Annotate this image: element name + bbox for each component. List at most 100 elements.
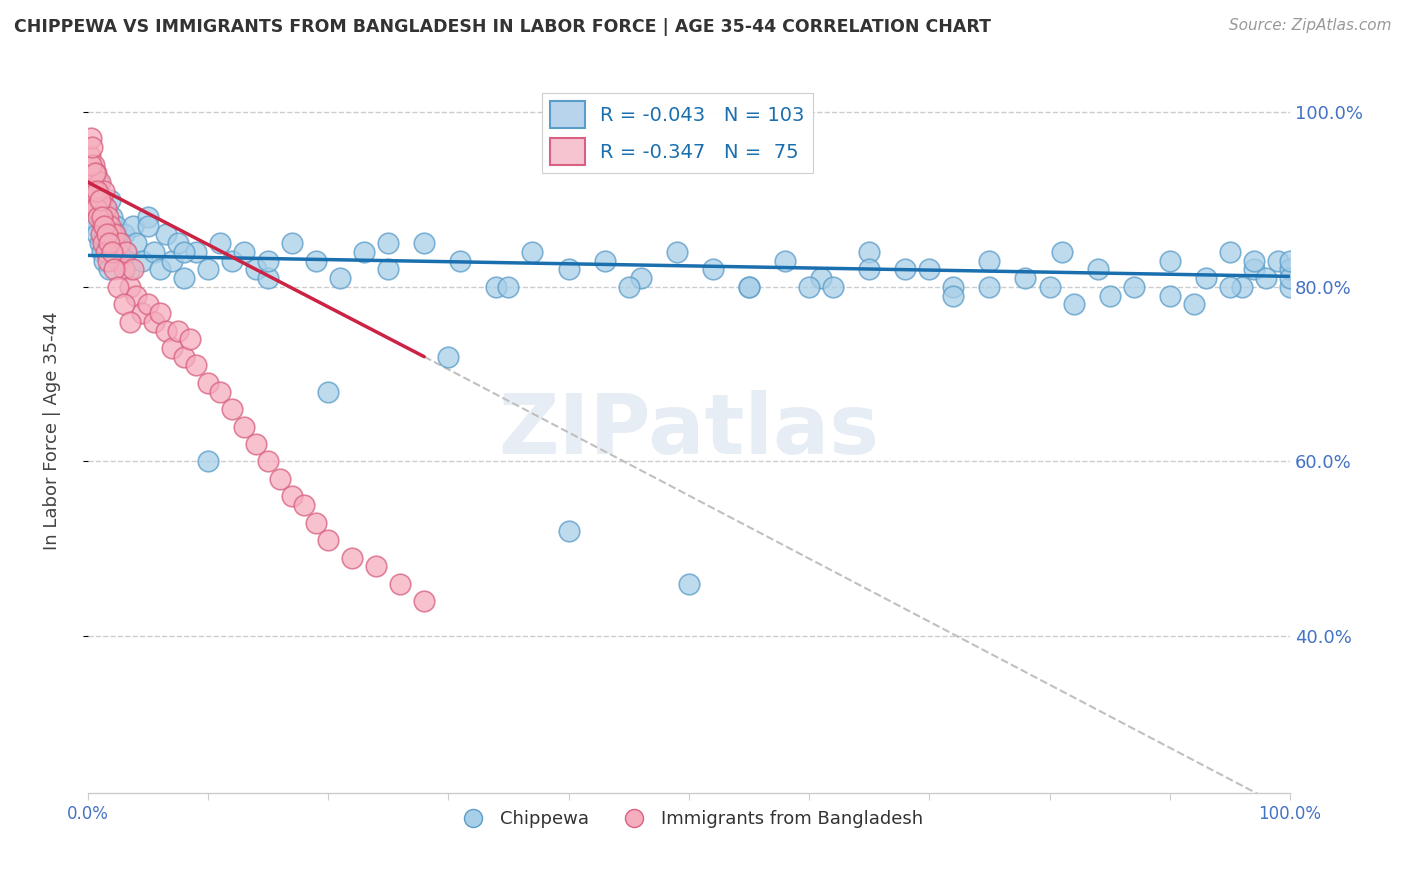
- Point: [136, 219, 159, 233]
- Point: [979, 253, 1001, 268]
- Point: [197, 376, 219, 390]
- Point: [166, 236, 188, 251]
- Point: [678, 576, 700, 591]
- Point: [97, 227, 120, 242]
- Point: [702, 262, 724, 277]
- Point: [173, 271, 195, 285]
- Point: [773, 253, 796, 268]
- Point: [103, 236, 125, 251]
- Point: [1038, 280, 1060, 294]
- Point: [84, 166, 107, 180]
- Point: [80, 158, 103, 172]
- Point: [630, 271, 652, 285]
- Point: [1279, 262, 1302, 277]
- Point: [104, 227, 127, 242]
- Point: [101, 244, 124, 259]
- Point: [124, 236, 146, 251]
- Point: [232, 419, 254, 434]
- Point: [83, 193, 105, 207]
- Point: [160, 341, 183, 355]
- Point: [232, 244, 254, 259]
- Point: [858, 244, 880, 259]
- Point: [942, 288, 965, 302]
- Point: [942, 280, 965, 294]
- Point: [894, 262, 917, 277]
- Point: [97, 210, 120, 224]
- Point: [197, 454, 219, 468]
- Point: [353, 244, 375, 259]
- Point: [82, 175, 104, 189]
- Point: [83, 184, 105, 198]
- Point: [98, 262, 121, 277]
- Point: [82, 140, 104, 154]
- Point: [269, 472, 291, 486]
- Point: [87, 210, 110, 224]
- Point: [82, 210, 104, 224]
- Point: [84, 201, 107, 215]
- Point: [1279, 271, 1302, 285]
- Point: [823, 280, 845, 294]
- Point: [797, 280, 820, 294]
- Point: [617, 280, 640, 294]
- Point: [124, 288, 146, 302]
- Point: [366, 559, 388, 574]
- Point: [118, 262, 141, 277]
- Point: [94, 201, 117, 215]
- Point: [1254, 271, 1277, 285]
- Point: [498, 280, 520, 294]
- Point: [93, 253, 115, 268]
- Point: [98, 219, 121, 233]
- Point: [107, 253, 129, 268]
- Point: [184, 244, 207, 259]
- Point: [91, 244, 114, 259]
- Point: [149, 262, 172, 277]
- Point: [179, 332, 201, 346]
- Point: [142, 244, 165, 259]
- Point: [90, 210, 112, 224]
- Point: [83, 184, 105, 198]
- Point: [1063, 297, 1085, 311]
- Point: [98, 236, 121, 251]
- Point: [413, 236, 436, 251]
- Point: [84, 201, 107, 215]
- Point: [149, 306, 172, 320]
- Legend: Chippewa, Immigrants from Bangladesh: Chippewa, Immigrants from Bangladesh: [447, 803, 931, 835]
- Point: [281, 490, 304, 504]
- Point: [281, 236, 304, 251]
- Point: [173, 244, 195, 259]
- Point: [245, 437, 267, 451]
- Point: [437, 350, 460, 364]
- Point: [136, 297, 159, 311]
- Point: [160, 253, 183, 268]
- Point: [93, 184, 115, 198]
- Point: [221, 402, 243, 417]
- Point: [593, 253, 616, 268]
- Point: [340, 550, 363, 565]
- Point: [389, 576, 412, 591]
- Point: [89, 193, 111, 207]
- Point: [86, 184, 108, 198]
- Point: [738, 280, 761, 294]
- Point: [1243, 262, 1265, 277]
- Point: [122, 219, 145, 233]
- Point: [103, 262, 125, 277]
- Point: [184, 359, 207, 373]
- Point: [112, 297, 135, 311]
- Point: [1087, 262, 1109, 277]
- Point: [208, 236, 231, 251]
- Point: [112, 227, 135, 242]
- Point: [557, 262, 579, 277]
- Point: [1122, 280, 1144, 294]
- Point: [1159, 288, 1181, 302]
- Point: [1098, 288, 1121, 302]
- Point: [858, 262, 880, 277]
- Point: [89, 236, 111, 251]
- Point: [83, 166, 105, 180]
- Text: ZIPatlas: ZIPatlas: [498, 391, 879, 472]
- Point: [83, 219, 105, 233]
- Point: [118, 315, 141, 329]
- Point: [107, 244, 129, 259]
- Point: [100, 227, 122, 242]
- Point: [80, 193, 103, 207]
- Point: [665, 244, 688, 259]
